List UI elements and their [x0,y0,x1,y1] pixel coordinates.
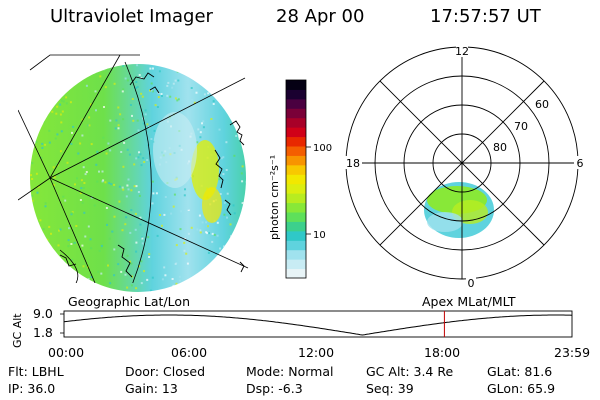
geo-panel-label: Geographic Lat/Lon [68,294,190,309]
status-gc-alt: GC Alt: 3.4 Re [366,364,454,379]
altitude-ytick-9: 9.0 [33,306,53,321]
color-bar-segment [286,98,306,109]
mlt-label-0: 0 [468,277,475,290]
altitude-curve [63,314,573,336]
altitude-xtick-0600: 06:00 [171,345,208,360]
color-bar-segment [286,193,306,204]
status-glat: GLat: 81.6 [487,364,553,379]
altitude-xtick-2359: 23:59 [554,345,591,360]
color-bar-segment [286,89,306,100]
status-ip: IP: 36.0 [8,381,56,396]
status-seq: Seq: 39 [366,381,414,396]
color-bar-segment [286,108,306,119]
color-bar-segment [286,259,306,270]
status-door: Door: Closed [125,364,206,379]
geographic-image [18,54,249,292]
altitude-plot-frame [63,310,573,338]
color-bar-segment [286,221,306,232]
color-bar-segment [286,212,306,222]
colorbar-tick-10: 10 [313,230,326,241]
altitude-xtick-0000: 00:00 [48,345,85,360]
mlt-label-12: 12 [455,45,469,58]
status-dsp: Dsp: -6.3 [246,381,303,396]
status-glon: GLon: 65.9 [487,381,556,396]
color-bar-segment [286,202,306,213]
color-bar-segment [286,146,306,156]
mlt-label-6: 6 [577,157,584,170]
color-bar-segment [286,174,306,185]
observation-time: 17:57:57 UT [430,6,541,27]
altitude-xtick-1200: 12:00 [298,345,335,360]
colorbar-tick-100: 100 [313,143,332,154]
color-bar-segment [286,249,306,260]
status-gain: Gain: 13 [125,381,178,396]
colorbar-unit-label: photon cm⁻²s⁻¹ [268,155,281,240]
color-bar [286,80,306,279]
lat-label-70: 70 [514,120,528,133]
status-filter: Flt: LBHL [8,364,64,379]
color-bar-segment [286,164,306,175]
color-bar-segment [286,230,306,241]
color-bar-segment [286,80,306,90]
polar-plot: 12 18 6 0 60 70 80 [344,44,584,290]
color-bar-segment [286,117,306,128]
altitude-ytick-1-8: 1.8 [33,325,53,340]
color-bar-segment [286,127,306,138]
polar-panel-label: Apex MLat/MLT [422,294,516,309]
altitude-plot [60,310,573,338]
color-bar-segment [286,183,306,194]
color-bar-segment [286,268,306,279]
lat-label-80: 80 [493,141,507,154]
lat-label-60: 60 [535,98,549,111]
altitude-ylabel: GC Alt [11,313,24,348]
mlt-label-18: 18 [346,157,360,170]
color-bar-frame [285,79,307,279]
observation-date: 28 Apr 00 [276,6,365,27]
color-bar-segment [286,136,306,147]
status-mode: Mode: Normal [246,364,334,379]
color-bar-segment [286,240,306,251]
color-bar-segment [286,155,306,166]
instrument-title: Ultraviolet Imager [50,6,213,27]
altitude-xtick-1800: 18:00 [424,345,461,360]
